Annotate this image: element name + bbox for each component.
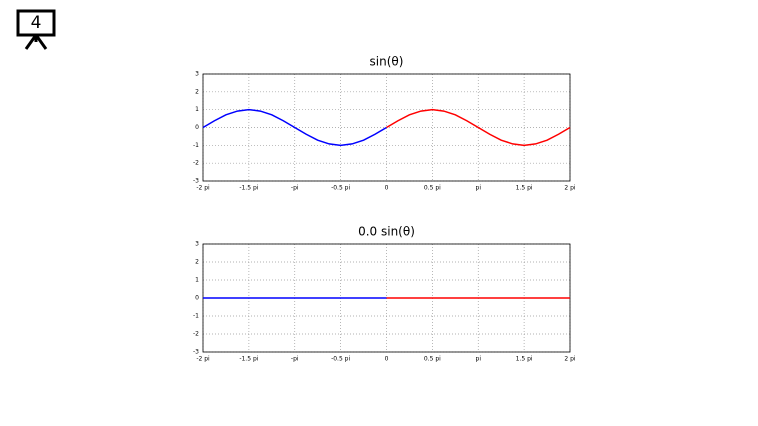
plot-frame	[202, 73, 571, 182]
x-tick-label: 1.5 pi	[516, 185, 533, 192]
x-tick-label: -2 pi	[196, 356, 210, 363]
series-line	[386, 108, 571, 147]
x-tick-label: -pi	[291, 185, 299, 192]
y-tick-label: 1	[195, 106, 199, 113]
x-tick-label: -0.5 pi	[331, 185, 350, 192]
y-tick-label: -3	[193, 178, 199, 185]
series-line	[202, 108, 387, 147]
y-tick-label: -1	[193, 313, 199, 320]
x-tick-label: 0.5 pi	[424, 185, 441, 192]
chart-title: sin(θ)	[370, 55, 404, 69]
x-tick-label: -1.5 pi	[239, 185, 258, 192]
y-tick-label: -1	[193, 142, 199, 149]
y-tick-label: 2	[195, 259, 199, 266]
y-tick-label: -2	[193, 160, 199, 167]
y-tick-label: -3	[193, 349, 199, 356]
x-tick-label: -1.5 pi	[239, 356, 258, 363]
x-tick-label: 1.5 pi	[516, 356, 533, 363]
y-tick-label: 3	[195, 241, 199, 248]
slide-icon: 4	[16, 9, 56, 50]
y-tick-label: -2	[193, 331, 199, 338]
x-tick-label: 0	[385, 356, 389, 363]
chart-title: 0.0 sin(θ)	[358, 225, 415, 239]
x-tick-label: pi	[476, 185, 482, 192]
x-tick-label: pi	[476, 356, 482, 363]
x-tick-label: 2 pi	[564, 185, 576, 192]
x-tick-label: 2 pi	[564, 356, 576, 363]
y-tick-label: 1	[195, 277, 199, 284]
x-tick-label: 0	[385, 185, 389, 192]
y-tick-label: 0	[195, 295, 199, 302]
x-tick-label: -2 pi	[196, 185, 210, 192]
slide-number: 4	[31, 13, 42, 33]
y-tick-label: 2	[195, 88, 199, 95]
x-tick-label: 0.5 pi	[424, 356, 441, 363]
x-tick-label: -pi	[291, 356, 299, 363]
x-tick-label: -0.5 pi	[331, 356, 350, 363]
y-tick-label: 0	[195, 124, 199, 131]
y-tick-label: 3	[195, 71, 199, 78]
